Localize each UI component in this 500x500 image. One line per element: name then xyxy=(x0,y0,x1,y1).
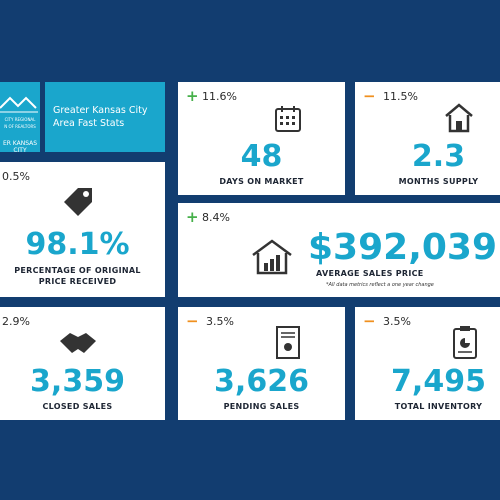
value: 7,495 xyxy=(391,364,486,399)
stat-card: − 11.5% 2.3 MONTHS SUPPLY xyxy=(355,82,500,195)
title-box: Greater Kansas City Area Fast Stats xyxy=(45,82,165,152)
footnote: *All data metrics reflect a one year cha… xyxy=(326,282,434,288)
logo-text: N OF REALTORS xyxy=(4,124,36,129)
label: DAYS ON MARKET xyxy=(219,177,304,186)
value: 3,626 xyxy=(214,364,309,399)
label: PENDING SALES xyxy=(223,402,300,411)
logo-icon xyxy=(0,96,38,113)
stat-card: − 3.5% 7,495 TOTAL INVENTORY xyxy=(355,307,500,420)
stat-card: − 3.5% 3,626 PENDING SALES xyxy=(178,307,345,420)
change: 3.5% xyxy=(206,315,234,328)
label: CLOSED SALES xyxy=(42,402,113,411)
house-chart-icon xyxy=(252,239,292,275)
down-sign: − xyxy=(186,312,199,330)
label: AVERAGE SALES PRICE xyxy=(316,269,424,278)
change: 8.4% xyxy=(202,211,230,224)
stat-card: + 8.4% $392,039 AVERAGE SALES PRICE *All… xyxy=(178,203,500,297)
house-icon xyxy=(445,103,473,133)
value: 48 xyxy=(240,139,283,174)
label: TOTAL INVENTORY xyxy=(394,402,483,411)
logo-text: ER KANSAS CITY xyxy=(2,140,38,154)
stat-card: 2.9% 3,359 CLOSED SALES xyxy=(0,307,165,420)
logo-text: CITY REGIONAL xyxy=(4,117,36,122)
stat-card: + 11.6% 48 DAYS ON MARKET xyxy=(178,82,345,195)
value: 3,359 xyxy=(30,364,125,399)
up-sign: + xyxy=(186,87,199,105)
change: 11.5% xyxy=(383,90,418,103)
handshake-icon xyxy=(60,333,96,353)
document-icon xyxy=(276,326,300,359)
calendar-icon xyxy=(275,106,301,132)
change: 2.9% xyxy=(2,315,30,328)
label: PERCENTAGE OF ORIGINAL PRICE RECEIVED xyxy=(14,266,141,286)
down-sign: − xyxy=(363,312,376,330)
tag-icon xyxy=(64,188,92,216)
clipboard-icon xyxy=(453,326,477,359)
logo: CITY REGIONAL N OF REALTORS ER KANSAS CI… xyxy=(0,82,40,154)
label: MONTHS SUPPLY xyxy=(398,177,479,186)
down-sign: − xyxy=(363,87,376,105)
value: $392,039 xyxy=(308,227,498,268)
up-sign: + xyxy=(186,208,199,226)
value: 98.1% xyxy=(25,227,130,262)
stat-card: 0.5% 98.1% PERCENTAGE OF ORIGINAL PRICE … xyxy=(0,162,165,297)
value: 2.3 xyxy=(411,139,466,174)
title: Greater Kansas City Area Fast Stats xyxy=(53,105,148,129)
change: 3.5% xyxy=(383,315,411,328)
change: 0.5% xyxy=(2,170,30,183)
change: 11.6% xyxy=(202,90,237,103)
